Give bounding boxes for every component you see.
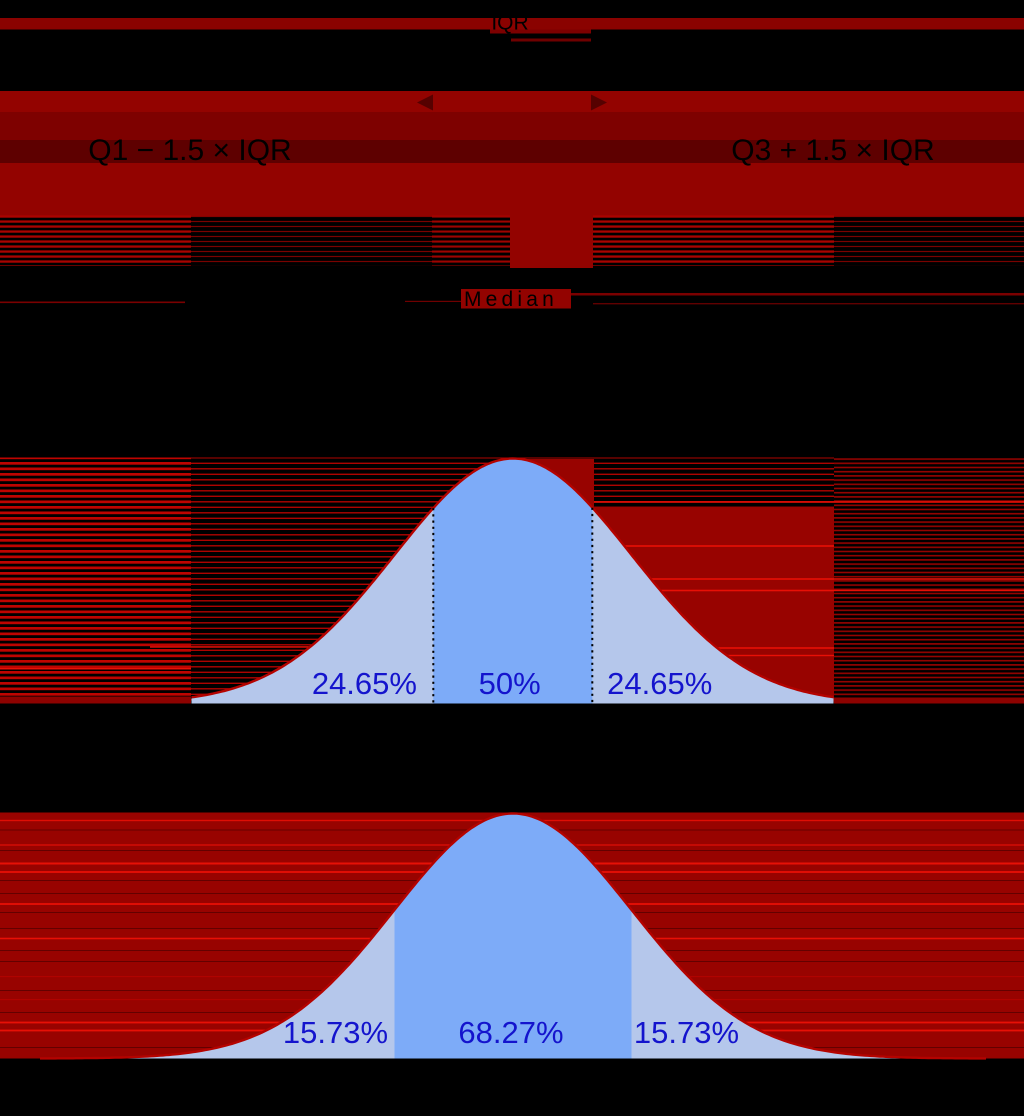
svg-text:15.73%: 15.73%	[634, 1015, 739, 1050]
svg-text:24.65%: 24.65%	[312, 666, 417, 701]
svg-text:Q3 + 1.5 × IQR: Q3 + 1.5 × IQR	[731, 134, 934, 167]
svg-text:15.73%: 15.73%	[283, 1015, 388, 1050]
svg-text:68.27%: 68.27%	[458, 1015, 563, 1050]
svg-text:Q1 − 1.5 × IQR: Q1 − 1.5 × IQR	[88, 134, 291, 167]
svg-text:50%: 50%	[479, 666, 541, 701]
svg-text:IQR: IQR	[491, 12, 528, 35]
svg-text:24.65%: 24.65%	[607, 666, 712, 701]
svg-text:Median: Median	[464, 288, 558, 311]
